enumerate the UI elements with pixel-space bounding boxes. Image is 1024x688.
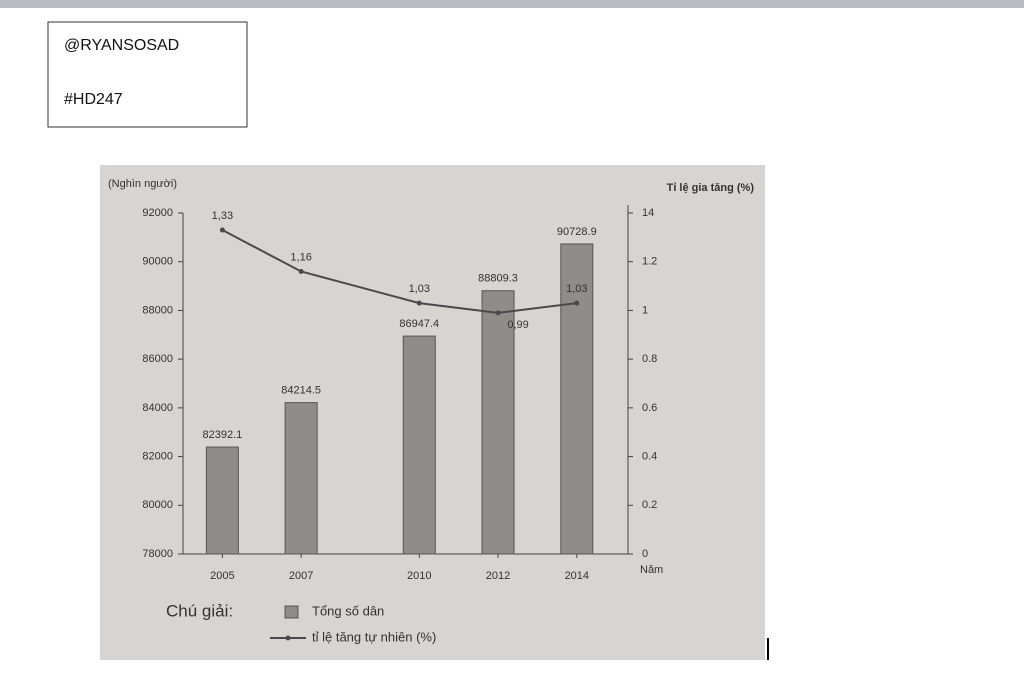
line-label: 1,16 bbox=[290, 251, 311, 263]
line-point bbox=[416, 300, 422, 306]
bar bbox=[284, 402, 318, 555]
legend-label: Tổng số dân bbox=[312, 603, 384, 618]
y2-axis-label: Tỉ lệ gia tăng (%) bbox=[667, 182, 755, 194]
x-tick-label: 2014 bbox=[565, 570, 589, 582]
x-axis-label: Năm bbox=[640, 564, 663, 576]
bar bbox=[481, 290, 515, 555]
y2-tick-label: 0.4 bbox=[642, 450, 657, 462]
y2-tick-label: 0.8 bbox=[642, 353, 657, 365]
x-tick-label: 2012 bbox=[486, 570, 510, 582]
y-tick-label: 92000 bbox=[142, 207, 173, 219]
legend-label: tỉ lệ tăng tự nhiên (%) bbox=[312, 629, 436, 644]
line-point bbox=[298, 268, 304, 274]
x-tick-label: 2007 bbox=[289, 570, 313, 582]
line-point bbox=[219, 227, 225, 233]
line-label: 1,03 bbox=[566, 283, 587, 295]
y-tick-label: 86000 bbox=[142, 353, 173, 365]
bar-label: 86947.4 bbox=[399, 318, 439, 330]
line-label: 0,99 bbox=[507, 319, 528, 331]
x-tick-label: 2010 bbox=[407, 570, 431, 582]
bar-label: 90728.9 bbox=[557, 226, 597, 238]
y2-tick-label: 1 bbox=[642, 304, 648, 316]
bar-label: 88809.3 bbox=[478, 273, 518, 285]
legend-title: Chú giải: bbox=[166, 601, 233, 620]
y-tick-label: 80000 bbox=[142, 499, 173, 511]
note-line: #HD247 bbox=[64, 91, 123, 108]
y2-tick-label: 0 bbox=[642, 548, 648, 560]
legend-swatch bbox=[284, 605, 299, 619]
top-bar bbox=[0, 0, 1024, 8]
line-point bbox=[495, 310, 501, 316]
y-tick-label: 90000 bbox=[142, 256, 173, 268]
bar-label: 84214.5 bbox=[281, 385, 321, 397]
x-tick-label: 2005 bbox=[210, 570, 234, 582]
y2-tick-label: 1.2 bbox=[642, 256, 657, 268]
bar bbox=[402, 335, 436, 555]
y2-tick-label: 0.2 bbox=[642, 499, 657, 511]
y-tick-label: 84000 bbox=[142, 402, 173, 414]
bar bbox=[560, 243, 594, 555]
y-tick-label: 78000 bbox=[142, 548, 173, 560]
box-frame bbox=[47, 21, 248, 128]
y-tick-label: 82000 bbox=[142, 450, 173, 462]
note-box: @RYANSOSAD #HD247 bbox=[47, 21, 248, 128]
bar-label: 82392.1 bbox=[202, 429, 242, 441]
legend-dot bbox=[285, 635, 291, 641]
line-point bbox=[574, 300, 580, 306]
bar bbox=[205, 446, 239, 555]
note-line: @RYANSOSAD bbox=[64, 37, 179, 54]
y2-tick-label: 0.6 bbox=[642, 402, 657, 414]
y-tick-label: 88000 bbox=[142, 304, 173, 316]
line-label: 1,03 bbox=[409, 283, 430, 295]
line-label: 1,33 bbox=[212, 210, 233, 222]
y2-tick-label: 14 bbox=[642, 207, 654, 219]
y-axis-label: (Nghìn người) bbox=[108, 178, 177, 190]
